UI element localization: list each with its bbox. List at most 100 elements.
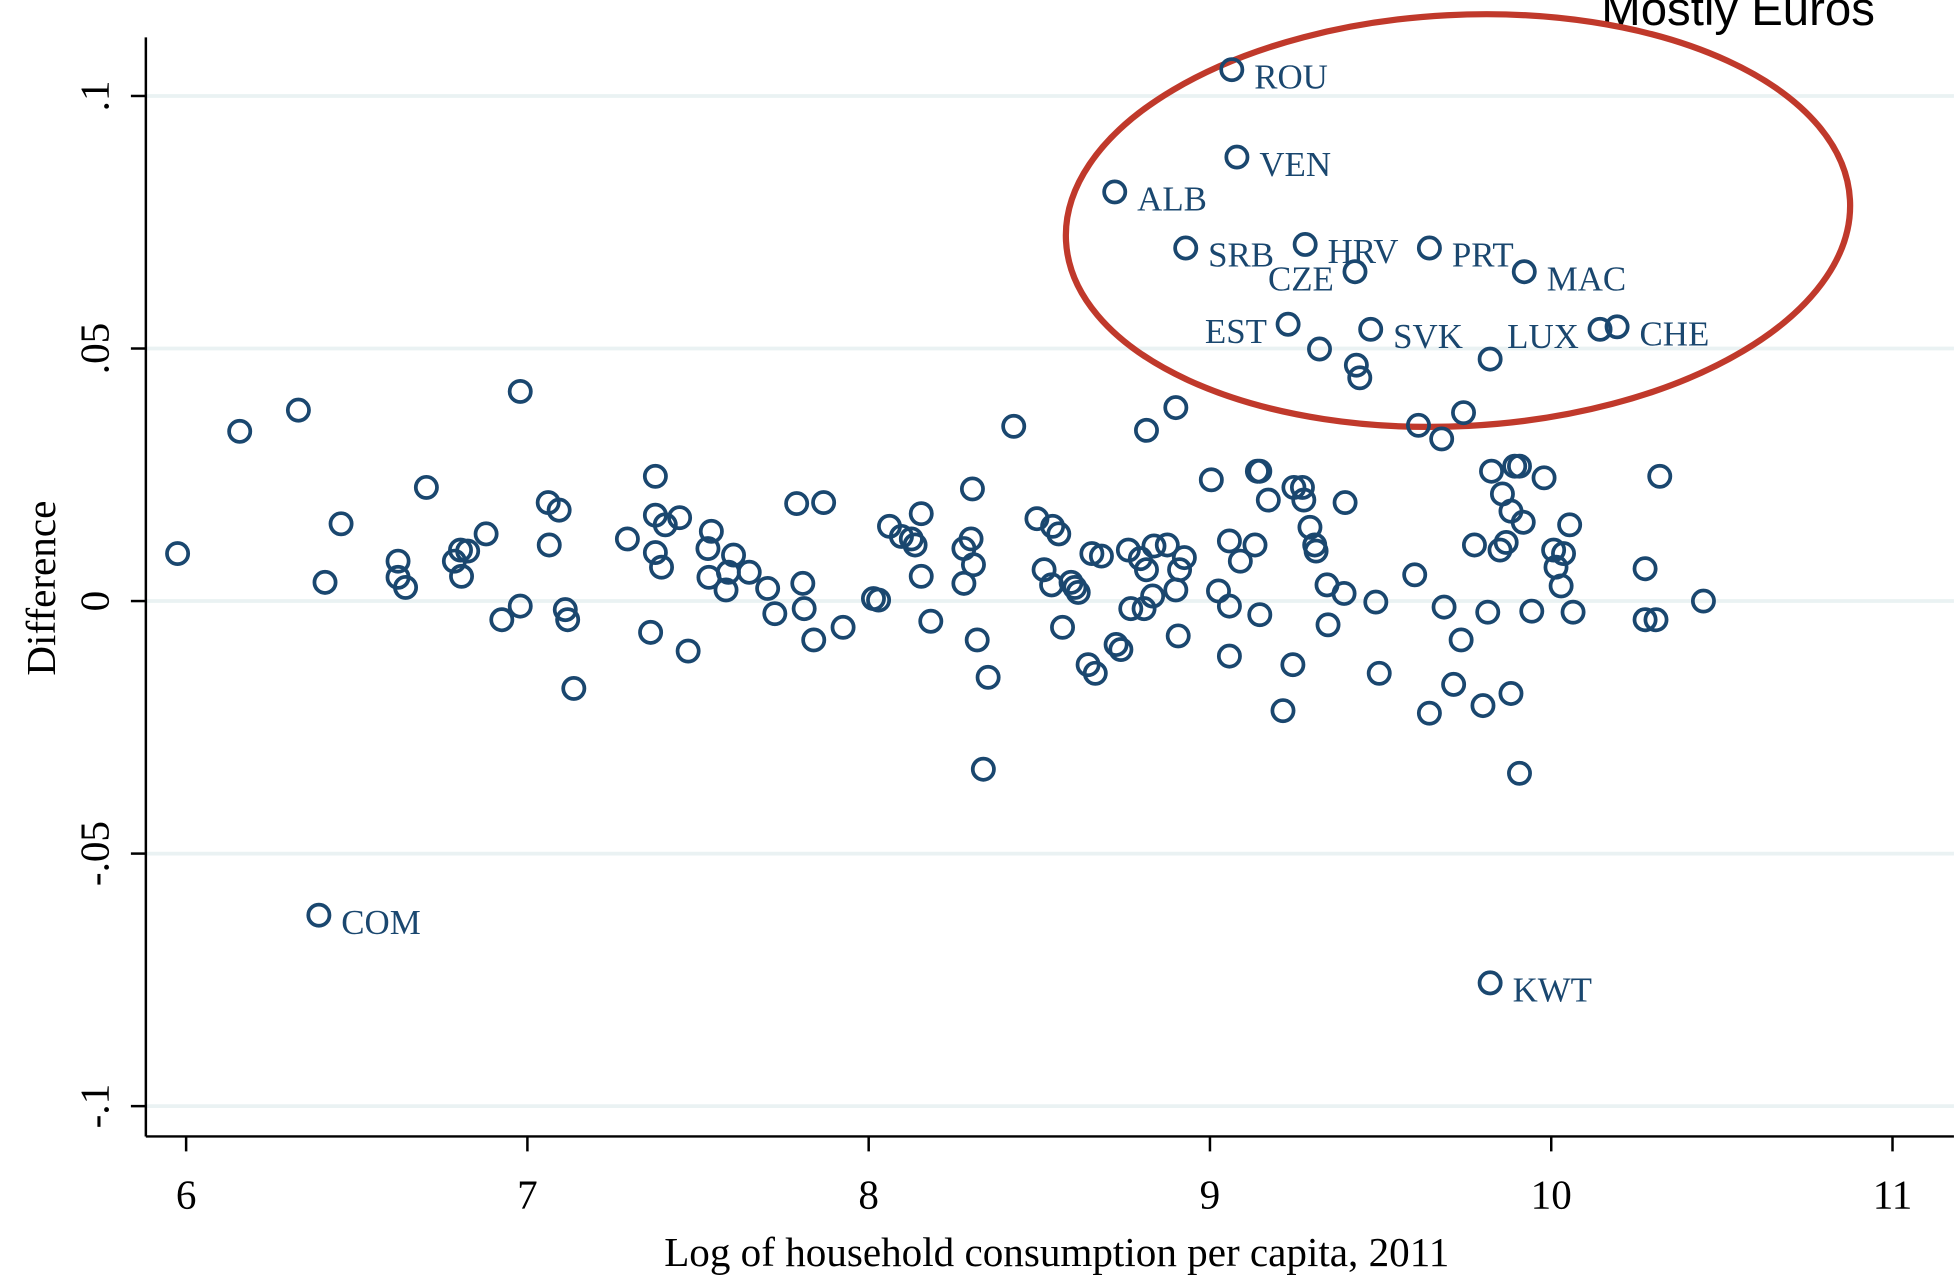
point: [1065, 580, 1091, 605]
point: [755, 575, 781, 601]
point: [1082, 660, 1108, 686]
y-tick-label: .05: [71, 323, 117, 374]
point-label: EST: [1205, 312, 1267, 351]
point: [1280, 652, 1306, 678]
point: [1479, 458, 1504, 484]
x-tick-label: 6: [176, 1172, 197, 1218]
x-axis-title: Log of household consumption per capita,…: [664, 1229, 1449, 1275]
point: [1470, 693, 1496, 719]
point: [536, 532, 562, 558]
point: [413, 474, 439, 500]
point: [908, 563, 934, 589]
point: [1477, 346, 1503, 372]
point-label: SRB: [1208, 236, 1274, 275]
point: [1216, 593, 1242, 619]
point-label: SVK: [1393, 317, 1463, 356]
x-tick-label: 11: [1873, 1172, 1913, 1218]
point: [555, 607, 581, 633]
point: [1141, 533, 1167, 559]
point: [784, 491, 810, 517]
point: [312, 569, 338, 595]
point: [1448, 627, 1474, 653]
point: [975, 664, 1001, 690]
x-tick-label: 8: [858, 1172, 879, 1218]
point: [1632, 556, 1658, 582]
point: [1643, 607, 1669, 633]
point: [1493, 530, 1519, 555]
point: [1165, 623, 1191, 649]
point: [713, 577, 739, 603]
point: [698, 518, 724, 544]
point: [642, 463, 668, 489]
point: [546, 497, 572, 523]
point: [1270, 698, 1296, 724]
point: [1557, 512, 1583, 538]
point: [970, 756, 996, 782]
points: [165, 57, 1716, 996]
point: [790, 570, 816, 596]
point: [695, 536, 721, 561]
point: [1103, 632, 1129, 657]
point: [1255, 487, 1281, 513]
point: [1227, 548, 1253, 574]
point: [1461, 532, 1487, 558]
point: [1507, 453, 1532, 479]
point: [667, 505, 693, 531]
point-label: PRT: [1452, 236, 1514, 275]
point-label: KWT: [1513, 971, 1592, 1010]
point: [1219, 57, 1245, 83]
point: [1291, 487, 1317, 513]
point: [1429, 426, 1455, 452]
point: [736, 559, 762, 585]
point: [1289, 474, 1315, 500]
point: [1206, 578, 1231, 604]
point: [1108, 637, 1134, 663]
point: [1510, 509, 1536, 535]
point: [908, 501, 934, 527]
point: [964, 627, 990, 653]
point: [1531, 465, 1557, 491]
point: [1046, 521, 1072, 547]
point-label: CZE: [1268, 259, 1334, 298]
point: [165, 541, 191, 567]
point: [1441, 671, 1467, 697]
point: [1275, 311, 1301, 337]
point: [918, 608, 944, 634]
point: [866, 587, 892, 613]
point: [1331, 581, 1357, 606]
point: [1507, 760, 1532, 786]
y-axis-title: Difference: [18, 501, 64, 676]
point: [473, 521, 499, 547]
point: [1632, 607, 1658, 633]
point: [1001, 413, 1027, 439]
point: [1134, 557, 1159, 583]
point: [959, 476, 985, 502]
point: [1519, 598, 1545, 624]
point: [1475, 599, 1501, 625]
point: [1551, 541, 1576, 567]
point: [638, 619, 664, 645]
x-tick-label: 10: [1531, 1172, 1572, 1218]
point: [1247, 458, 1273, 484]
point: [227, 418, 253, 444]
point: [1477, 970, 1503, 996]
point: [1431, 594, 1457, 620]
point: [958, 526, 984, 552]
point: [1216, 643, 1242, 669]
x-tick-label: 7: [517, 1172, 538, 1218]
point-label: HRV: [1328, 232, 1399, 271]
point: [1604, 314, 1630, 340]
ticks: .1 .05 0 -.05 -.1 6 7 8 9 10 11: [71, 81, 1912, 1218]
point: [1167, 557, 1193, 583]
point: [675, 638, 701, 664]
point: [801, 627, 827, 653]
point: [1303, 538, 1329, 564]
point: [649, 554, 674, 580]
point: [1498, 681, 1524, 706]
point: [1297, 514, 1323, 540]
point: [1332, 490, 1358, 516]
y-tick-label: -.1: [71, 1084, 117, 1129]
point: [1560, 599, 1586, 625]
point: [791, 596, 817, 622]
